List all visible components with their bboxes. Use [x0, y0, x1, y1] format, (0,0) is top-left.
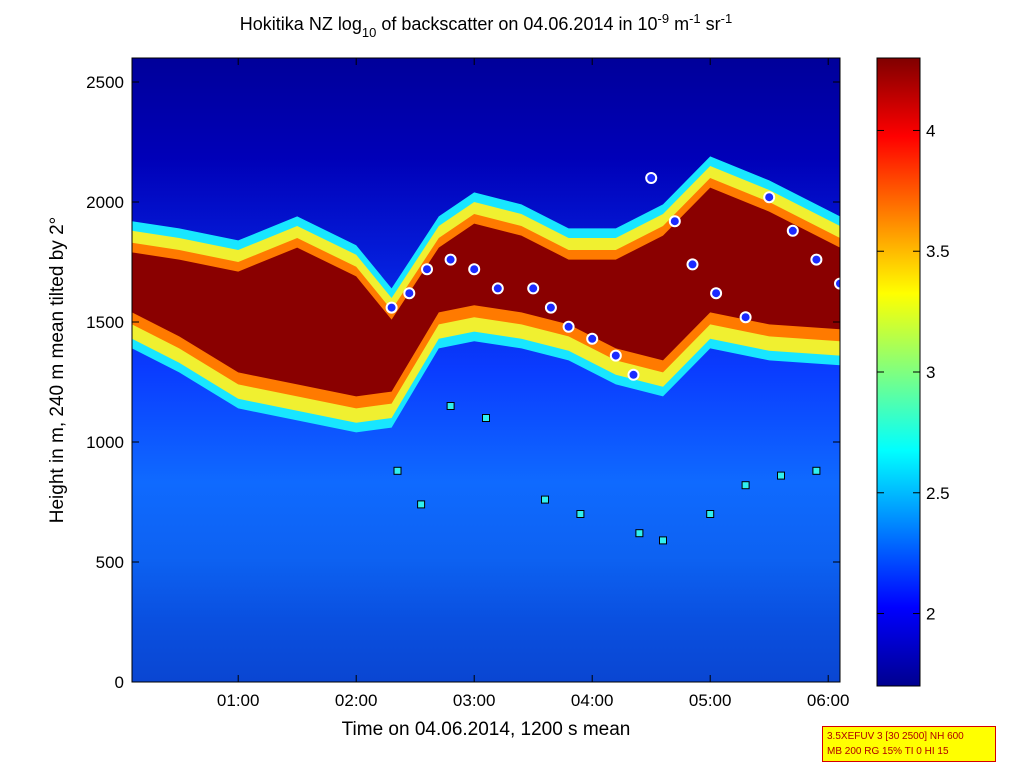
cloud-base-circle — [834, 277, 840, 290]
low-cloud-marker — [706, 510, 715, 518]
low-cloud-marker — [417, 500, 426, 509]
x-axis-label: Time on 04.06.2014, 1200 s mean — [342, 719, 631, 740]
cloud-base-circle — [710, 287, 723, 300]
low-cloud-marker — [576, 510, 585, 518]
x-tick-label: 02:00 — [335, 691, 378, 710]
x-tick-label: 01:00 — [217, 691, 260, 710]
info-line-2: MB 200 RG 15% TI 0 HI 15 — [827, 746, 949, 757]
aerosol-layers — [132, 156, 840, 433]
cloud-base-circle — [739, 311, 752, 324]
colorbar-ticks: 2 2.5 3 3.5 4 — [877, 121, 950, 624]
cloud-base-circle — [444, 253, 457, 266]
cloud-base-circle — [786, 224, 799, 237]
chart-title: Hokitika NZ log10 of backscatter on 04.0… — [240, 11, 732, 40]
cloud-markers — [385, 172, 840, 545]
y-axis: 0 500 1000 1500 2000 2500 — [86, 73, 840, 692]
processing-info-box: 3.5XEFUV 3 [30 2500] NH 600 MB 200 RG 15… — [822, 726, 996, 762]
cloud-base-circle — [810, 253, 823, 266]
cloud-base-circle — [468, 263, 481, 276]
cloud-base-circle — [421, 263, 433, 276]
cloud-base-circle — [562, 320, 575, 333]
low-cloud-marker — [393, 466, 402, 475]
cloud-base-circle — [586, 332, 599, 345]
cloud-base-circle — [544, 301, 557, 314]
cloud-base-circle — [686, 258, 699, 271]
layer-band-darkred — [132, 187, 840, 397]
y-axis-label: Height in m, 240 m mean tilted by 2° — [47, 217, 68, 523]
low-cloud-marker — [541, 495, 549, 504]
cloud-base-circle — [491, 282, 504, 295]
cloud-base-circle — [763, 191, 776, 204]
x-axis: 01:00 02:00 03:00 04:00 05:00 06:00 — [217, 58, 850, 710]
low-cloud-marker — [777, 471, 785, 480]
low-cloud-marker — [482, 414, 490, 422]
x-tick-label: 05:00 — [689, 691, 732, 710]
y-tick-label: 0 — [115, 673, 124, 692]
cloud-base-circle — [627, 368, 640, 381]
cloud-base-circle — [403, 287, 416, 300]
x-tick-label: 04:00 — [571, 691, 614, 710]
low-cloud-marker — [812, 466, 821, 475]
cloud-base-circle — [385, 301, 398, 314]
cloud-base-circle — [645, 172, 658, 184]
y-tick-label: 1000 — [86, 433, 124, 452]
low-cloud-marker — [635, 529, 644, 538]
colorbar-tick-label: 3.5 — [926, 242, 950, 261]
heatmap-plot-area — [132, 58, 840, 682]
y-tick-label: 2000 — [86, 193, 124, 212]
low-cloud-marker — [446, 402, 455, 410]
colorbar-tick-label: 2 — [926, 605, 935, 624]
cloud-base-circle — [609, 349, 622, 362]
low-cloud-marker — [741, 481, 750, 490]
low-cloud-marker — [659, 536, 667, 545]
colorbar-tick-label: 3 — [926, 363, 935, 382]
info-line-1: 3.5XEFUV 3 [30 2500] NH 600 — [827, 731, 964, 742]
y-tick-label: 500 — [96, 553, 124, 572]
cloud-base-circle — [527, 282, 540, 295]
y-tick-label: 1500 — [86, 313, 124, 332]
colorbar-tick-label: 2.5 — [926, 484, 950, 503]
x-tick-label: 03:00 — [453, 691, 496, 710]
x-tick-label: 06:00 — [807, 691, 850, 710]
cloud-base-circle — [668, 215, 681, 228]
y-tick-label: 2500 — [86, 73, 124, 92]
colorbar-tick-label: 4 — [926, 121, 935, 140]
plot-frame — [131, 57, 841, 683]
